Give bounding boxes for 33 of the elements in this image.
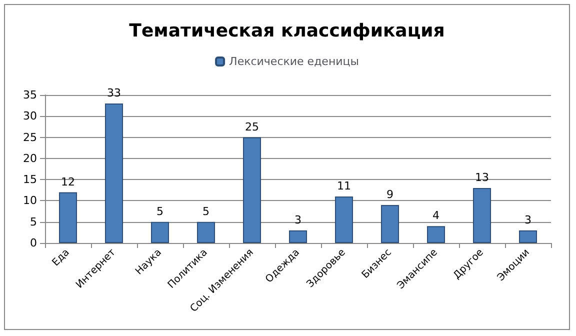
bar [381,204,399,243]
data-label: 33 [107,86,121,100]
y-tick-label: 20 [23,152,37,165]
data-label: 4 [432,209,440,222]
chart-title: Тематическая классификация [129,20,445,42]
bar [105,103,123,243]
bar [519,230,537,243]
bar [59,192,77,243]
data-label: 25 [245,120,259,134]
x-tick-label: Еда [50,247,72,269]
data-label: 12 [61,175,75,188]
data-label: 9 [386,188,394,201]
bar [473,188,491,243]
legend-label: Лексические еденицы [229,55,359,68]
data-label: 13 [475,171,489,184]
bar [427,226,445,243]
y-tick-label: 25 [23,130,37,144]
y-tick-label: 30 [23,110,37,123]
y-tick-label: 5 [30,215,37,228]
bar [335,196,353,243]
data-label: 5 [156,204,164,218]
y-tick-label: 35 [23,88,37,102]
bar [197,222,215,243]
y-tick-label: 10 [23,194,37,208]
data-label: 3 [524,213,532,226]
y-tick-label: 15 [23,173,37,186]
data-label: 11 [337,179,351,192]
data-label: 3 [294,213,302,226]
y-tick-label: 0 [30,236,37,250]
bar [151,222,169,243]
bar [243,137,261,243]
bar [289,230,307,243]
data-label: 5 [202,204,210,218]
